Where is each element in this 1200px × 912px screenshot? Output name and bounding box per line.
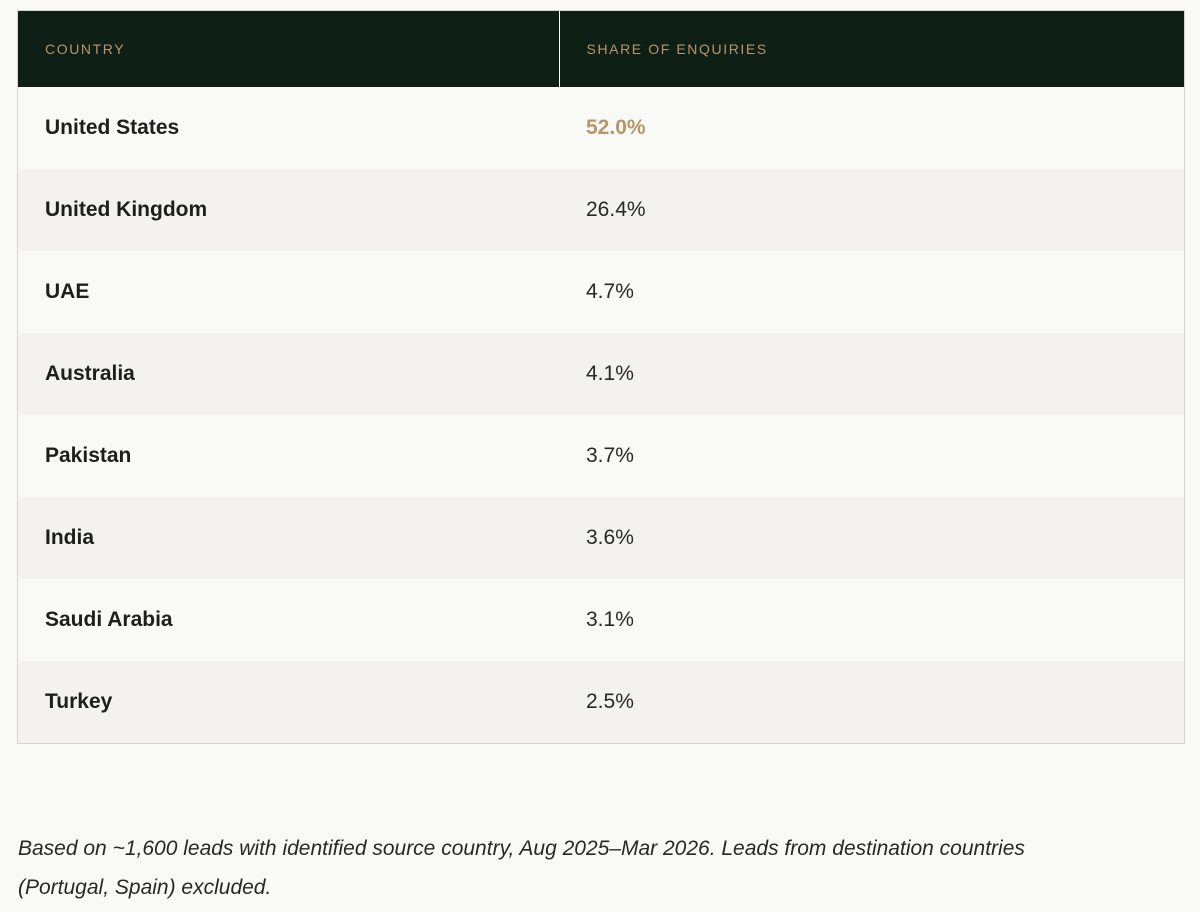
share-cell: 52.0% [586,116,646,139]
share-cell: 3.6% [586,526,634,549]
table-row: Saudi Arabia 3.1% [18,579,1184,661]
country-cell: United Kingdom [45,198,208,221]
table-header: COUNTRY SHARE OF ENQUIRIES [18,11,1184,87]
table-row: Pakistan 3.7% [18,415,1184,497]
table-row: UAE 4.7% [18,251,1184,333]
enquiries-table-container: COUNTRY SHARE OF ENQUIRIES United States… [17,10,1185,744]
table-row: United States 52.0% [18,87,1184,169]
table-row: Australia 4.1% [18,333,1184,415]
column-header-share: SHARE OF ENQUIRIES [558,11,1184,87]
country-cell: Saudi Arabia [45,608,173,631]
country-cell: UAE [45,280,90,303]
share-cell: 3.7% [586,444,634,467]
table-row: Turkey 2.5% [18,661,1184,743]
share-cell: 4.1% [586,362,634,385]
table-body: United States 52.0% United Kingdom 26.4%… [18,87,1184,743]
share-cell: 4.7% [586,280,634,303]
share-cell: 2.5% [586,690,634,713]
country-cell: Pakistan [45,444,132,467]
share-cell: 26.4% [586,198,646,221]
country-cell: Turkey [45,690,113,713]
country-cell: India [45,526,95,549]
enquiries-by-country-table: COUNTRY SHARE OF ENQUIRIES United States… [18,11,1184,743]
table-row: United Kingdom 26.4% [18,169,1184,251]
column-header-country: COUNTRY [18,11,559,87]
header-row: COUNTRY SHARE OF ENQUIRIES [18,11,1184,87]
country-cell: United States [45,116,180,139]
country-cell: Australia [45,362,135,385]
share-cell: 3.1% [586,608,634,631]
table-footnote: Based on ~1,600 leads with identified so… [18,837,1025,899]
table-row: India 3.6% [18,497,1184,579]
